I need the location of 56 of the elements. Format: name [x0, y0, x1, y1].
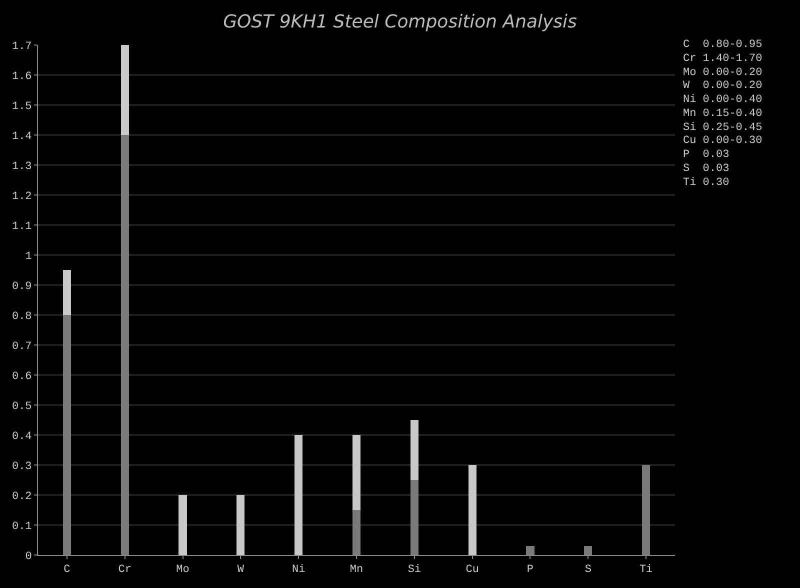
bar: [236, 495, 245, 555]
chart-title: GOST 9KH1 Steel Composition Analysis: [223, 11, 577, 32]
x-tick-label: Ti: [639, 564, 654, 576]
y-tick-label: 1.6: [12, 70, 32, 83]
text: W 0.00-0.20: [683, 80, 762, 92]
text: Cu 0.00-0.30: [683, 135, 762, 147]
y-tick-label: 1.7: [12, 40, 32, 53]
y-tick-label: 1.5: [12, 100, 32, 113]
y-tick-label: 1.1: [12, 220, 32, 233]
y-tick-label: 1.4: [12, 130, 32, 143]
y-tick-label: 1.2: [12, 190, 32, 203]
x-tick-label: Si: [408, 564, 422, 576]
bar: [352, 435, 361, 510]
x-tick-label: Ni: [292, 564, 306, 576]
text: Ni 0.00-0.40: [683, 94, 762, 106]
x-tick-label: S: [584, 564, 592, 576]
y-tick-label: 0.1: [12, 520, 32, 533]
x-tick-label: Mn: [350, 564, 364, 576]
text: Cr 1.40-1.70: [683, 53, 762, 65]
bar: [62, 270, 72, 315]
y-tick-label: 0.4: [12, 430, 32, 443]
y-tick-label: 0.5: [12, 400, 32, 413]
y-tick-label: 1.3: [12, 160, 32, 173]
y-tick-label: 0.7: [12, 340, 32, 353]
y-tick-label: 0.2: [12, 490, 32, 503]
bar: [526, 546, 534, 555]
y-tick-label: 0.8: [12, 310, 32, 323]
bar: [120, 45, 129, 135]
bar: [294, 435, 303, 555]
y-tick-label: 1: [25, 250, 32, 263]
bar: [468, 465, 476, 555]
bar: [352, 510, 361, 555]
bar: [642, 465, 650, 555]
bar: [120, 135, 129, 555]
text: Mn 0.15-0.40: [683, 108, 762, 120]
bar: [410, 480, 418, 555]
bar: [62, 315, 72, 555]
bar: [410, 420, 418, 480]
x-tick-label: Mo: [176, 564, 190, 576]
bar: [178, 495, 187, 555]
text: C 0.80-0.95: [683, 39, 762, 51]
x-tick-label: C: [64, 564, 71, 576]
x-tick-label: W: [237, 564, 244, 576]
y-tick-label: 0.3: [12, 460, 32, 473]
x-tick-label: Cr: [118, 564, 132, 576]
bar: [584, 546, 592, 555]
text: P 0.03: [683, 149, 730, 161]
x-tick-label: Cu: [466, 564, 479, 576]
text: S 0.03: [683, 163, 730, 175]
y-tick-label: 0: [25, 550, 32, 563]
y-tick-label: 0.6: [12, 370, 32, 383]
text: Mo 0.00-0.20: [683, 67, 762, 79]
x-tick-label: P: [526, 564, 534, 576]
y-tick-label: 0.9: [12, 280, 32, 293]
text: Si 0.25-0.45: [683, 122, 762, 134]
text: Ti 0.30: [683, 177, 730, 189]
